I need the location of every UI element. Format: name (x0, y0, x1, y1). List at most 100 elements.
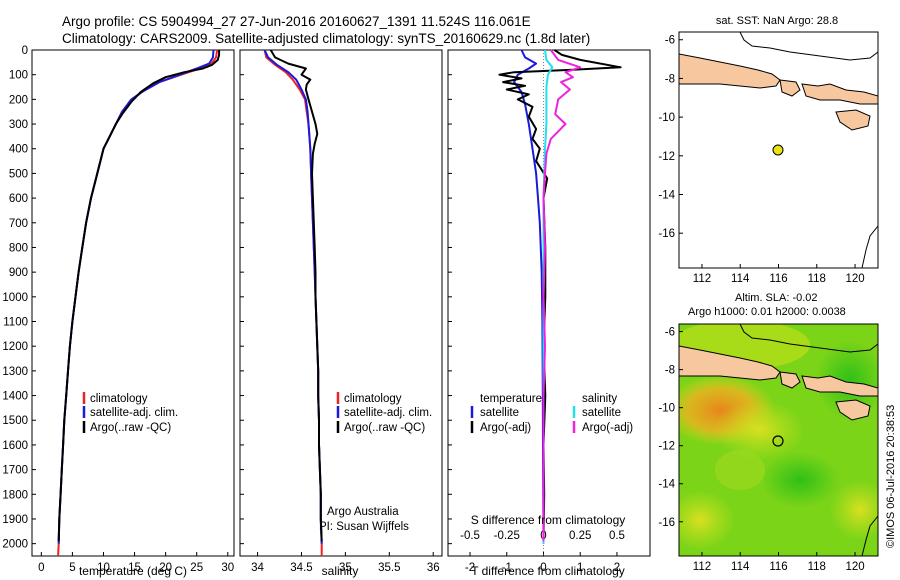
map-x-tick-label: 116 (769, 561, 787, 573)
depth-tick-label: 1600 (2, 440, 28, 452)
sst-map-panel: sat. SST: NaN Argo: 28.8 112 114 116 118 120… (658, 15, 879, 285)
x-tick-label: 5 (69, 562, 75, 574)
sla-map-title-2: Argo h1000: 0.01 h2000: 0.0038 (688, 306, 846, 318)
x-tick-label: 35 (339, 562, 352, 574)
legend-label-temp-argo: Argo(-adj) (480, 422, 531, 434)
depth-tick-label: 1300 (2, 366, 28, 378)
x-tick-label: -1 (502, 562, 512, 574)
salinity-legend: climatology satellite-adj. clim. Argo(..… (336, 392, 432, 434)
x2-tick-label: 0.25 (569, 530, 591, 542)
sst-map-axes: 112 114 116 118 120 -6 -8 -10 -12 -14 -16 (658, 35, 864, 285)
series-line-climatology (57, 49, 219, 557)
depth-tick-label: 1100 (3, 317, 28, 329)
salinity-axis: 34 34.5 35 35.5 36 (251, 552, 440, 574)
legend-label-temp-satellite: satellite (480, 407, 519, 419)
map-x-tick-label: 118 (808, 561, 826, 573)
header-line-1: Argo profile: CS 5904994_27 27-Jun-2016 … (62, 14, 531, 29)
difference-series (498, 49, 622, 556)
depth-tick-label: 200 (9, 94, 28, 106)
borneo-coast-map (739, 32, 878, 61)
series-line-climatology (263, 49, 323, 556)
x-tick-label: 0 (38, 562, 44, 574)
map-x-tick-label: 114 (731, 561, 750, 573)
depth-tick-label: 100 (9, 70, 28, 82)
sumba-island-map (835, 109, 871, 131)
map-y-tick-label: -12 (658, 441, 675, 453)
map-y-tick-label: -14 (658, 479, 675, 491)
legend-label-climatology: climatology (90, 393, 148, 405)
map-y-tick-label: -6 (665, 327, 675, 339)
depth-tick-label: 300 (9, 119, 28, 131)
x-tick-label: 0 (540, 562, 546, 574)
series-line-argo-raw-qc- (269, 49, 323, 542)
map-y-tick-label: -8 (665, 365, 675, 377)
x-tick-label: -2 (465, 562, 475, 574)
salinity-xlabel: salinity (322, 564, 359, 578)
depth-tick-label: 1400 (2, 391, 28, 403)
legend-label-argo: Argo(..raw -QC) (344, 422, 425, 434)
depth-tick-label: 0 (22, 45, 28, 57)
series-line-satellite-adj-clim- (57, 49, 215, 544)
sla-map-title-1: Altim. SLA: -0.02 (735, 292, 818, 304)
s-difference-xlabel: S difference from climatology (471, 513, 626, 527)
temperature-plot-frame (31, 49, 235, 557)
sla-map-axes: 112 114 116 118 120 -6 -8 -10 -12 -14 -16 (658, 327, 864, 573)
x-tick-label: 25 (190, 562, 203, 574)
t-difference-xlabel: T difference from climatology (471, 564, 625, 578)
lombok-sumbawa-map (801, 83, 878, 105)
temperature-panel: 0100200300400500600700800900100011001200… (2, 45, 452, 578)
depth-tick-label: 600 (9, 193, 28, 205)
header-line-2: Climatology: CARS2009. Satellite-adjuste… (62, 31, 590, 46)
map-x-tick-label: 112 (693, 273, 711, 285)
temperature-axis: 0 5 10 15 20 25 30 (38, 552, 234, 574)
salinity-plot-frame (239, 49, 443, 557)
borneo-coast-sla (739, 324, 878, 353)
map-y-tick-label: -8 (665, 73, 675, 85)
legend-label-satellite: satellite-adj. clim. (344, 407, 432, 419)
australia-coast-sla (861, 515, 878, 556)
depth-tick-label: 2000 (2, 539, 28, 551)
java-island-sla (679, 345, 781, 381)
x-tick-label: 10 (97, 562, 110, 574)
temperature-legend: climatology satellite-adj. clim. Argo(..… (82, 392, 178, 434)
annotation-pi: PI: Susan Wijffels (319, 521, 409, 533)
legend-label-sal-satellite: satellite (582, 407, 621, 419)
depth-tick-label: 1800 (2, 489, 28, 501)
x-tick-label: 30 (221, 562, 234, 574)
depth-tick-label: 800 (9, 242, 28, 254)
imos-credit: ©IMOS 06-Jul-2016 20:38:53 (885, 405, 897, 548)
x2-tick-label: -0.5 (460, 530, 480, 542)
legend-label-sal-argo: Argo(-adj) (582, 422, 633, 434)
map-y-tick-label: -6 (665, 35, 675, 47)
x2-tick-label: -0.25 (494, 530, 520, 542)
t-difference-axis: -2 -1 0 1 2 (465, 552, 620, 574)
legend-label-climatology: climatology (344, 393, 402, 405)
map-x-tick-label: 120 (845, 273, 864, 285)
depth-tick-label: 400 (9, 144, 28, 156)
x-tick-label: 1 (577, 562, 583, 574)
map-x-tick-label: 120 (845, 561, 864, 573)
map-y-tick-label: -10 (658, 112, 675, 124)
map-x-tick-label: 118 (808, 273, 826, 285)
series-line-temperature-argo-adj- (498, 49, 622, 542)
series-line-salinity-argo-adj- (542, 49, 582, 542)
series-line-temperature-satellite (513, 49, 545, 544)
sumba-island-sla (835, 399, 871, 421)
difference-panel: -2 -1 0 1 2 -0.5 -0.25 0 0.25 0.5 T difference f… (447, 49, 651, 578)
x-tick-label: 35.5 (378, 562, 400, 574)
bali-island-sla (779, 371, 801, 389)
lombok-sumbawa-sla (801, 375, 878, 397)
depth-tick-label: 700 (9, 218, 28, 230)
australia-coast-map (861, 225, 878, 268)
series-line-satellite-adj-clim- (263, 49, 323, 544)
argo-position-marker (772, 144, 784, 156)
x-tick-label: 34 (251, 562, 264, 574)
depth-axis: 0 100 200 300 400 500 600 700 800 900 1000 1100 1200… (2, 45, 452, 551)
map-x-tick-label: 116 (769, 273, 787, 285)
bali-island-map (779, 79, 801, 97)
depth-tick-label: 1500 (2, 415, 28, 427)
temperature-series (57, 49, 221, 557)
salinity-panel: 34 34.5 35 35.5 36 salinity climatology sate… (239, 49, 443, 578)
legend-label-argo: Argo(..raw -QC) (90, 422, 171, 434)
salinity-series (263, 49, 323, 556)
